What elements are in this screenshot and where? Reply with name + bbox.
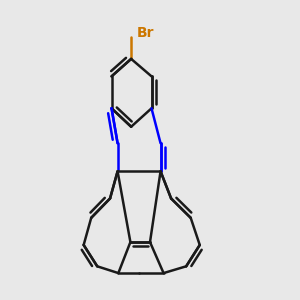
Text: Br: Br bbox=[137, 26, 154, 40]
